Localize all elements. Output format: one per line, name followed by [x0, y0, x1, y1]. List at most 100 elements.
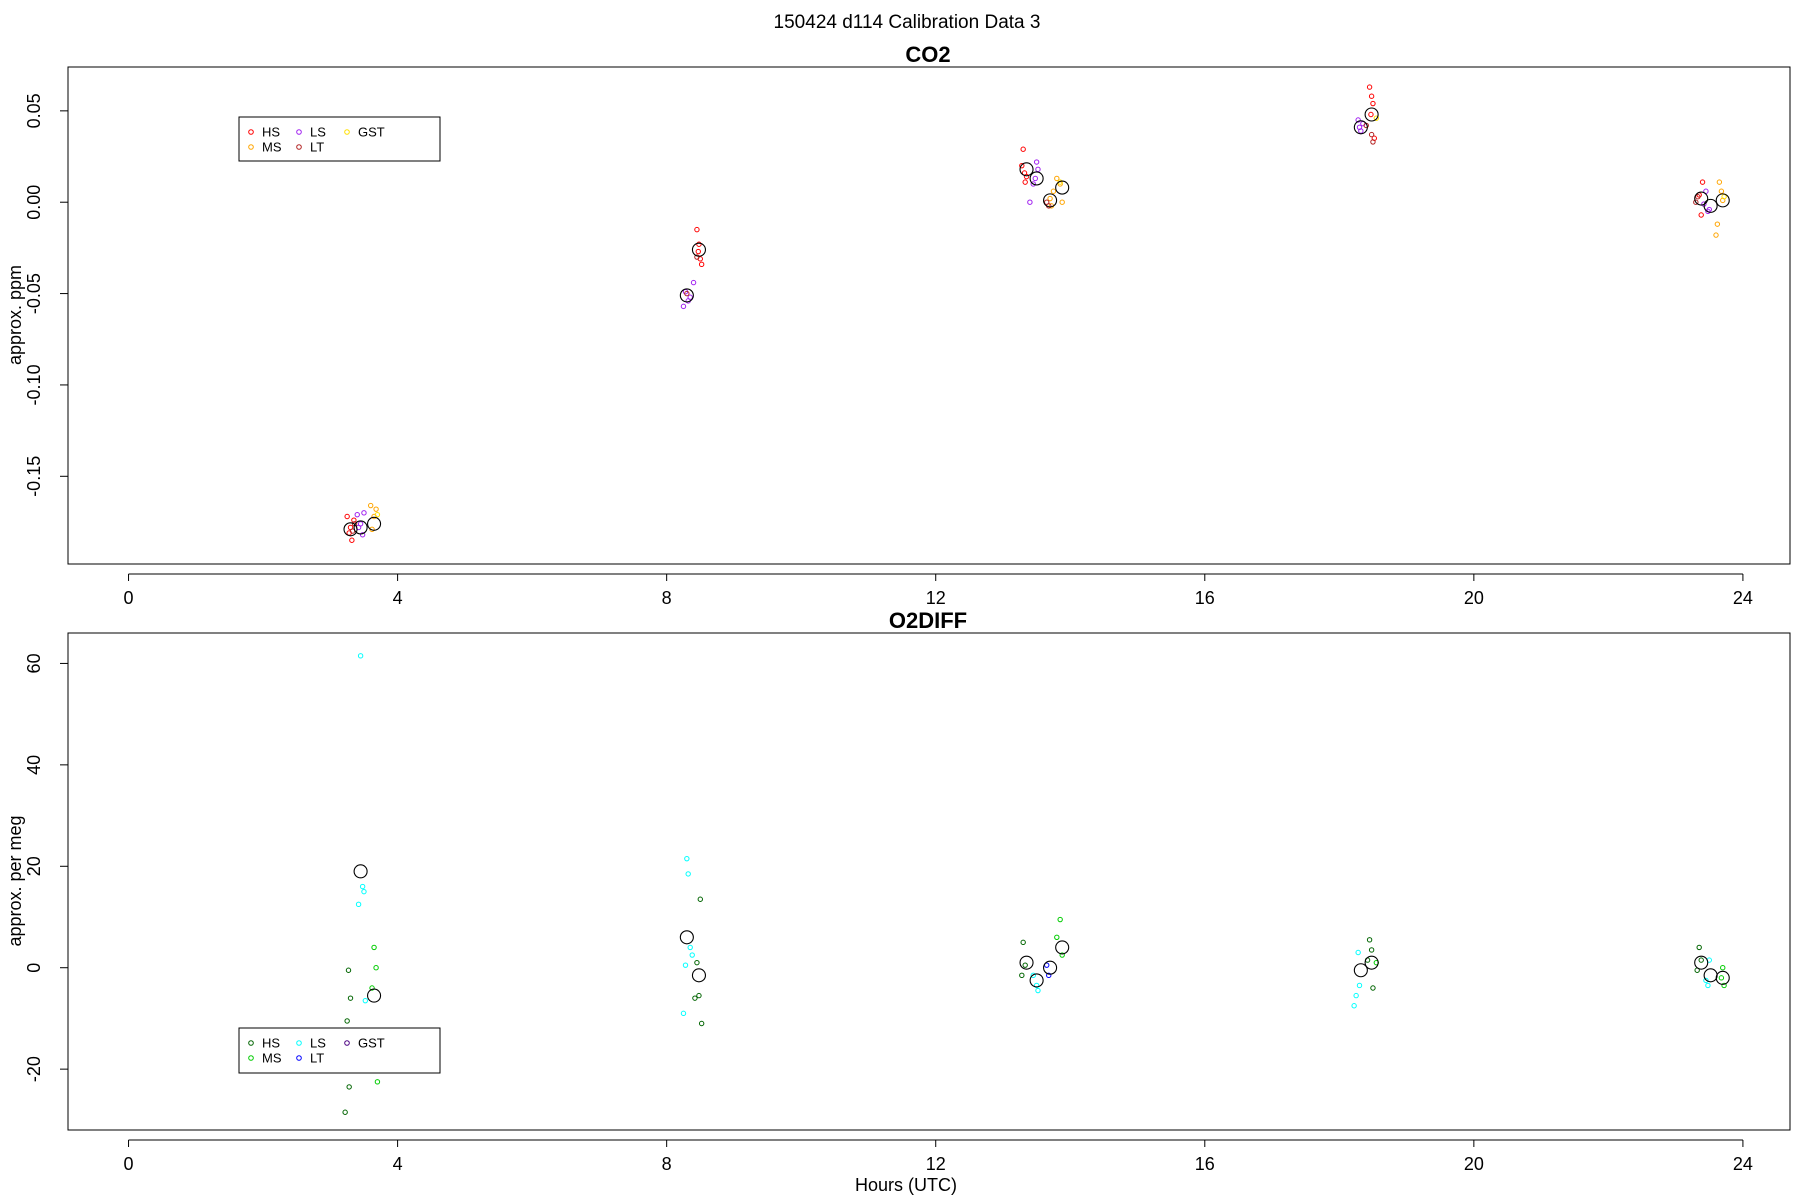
co2-legend-box [238, 116, 441, 162]
o2diff-mean-marker [679, 930, 694, 945]
o2diff-y-axis: -20 0 20 40 60 [24, 653, 69, 1082]
co2-point-hs [1020, 146, 1026, 152]
o2diff-point-hs [342, 1109, 348, 1115]
co2-point-ls [1030, 181, 1036, 187]
o2diff-legend-box [238, 1027, 441, 1074]
co2-y-axis: -0.15 -0.10 -0.05 0.00 0.05 [24, 93, 69, 497]
co2-point-hs [1370, 100, 1376, 107]
o2diff-legend-label-lt: LT [310, 1051, 324, 1066]
co2-point-hs [1366, 84, 1373, 90]
o2diff-point-ls [680, 1010, 687, 1017]
o2diff-point-ls [1703, 977, 1709, 984]
o2diff-mean-marker [1703, 968, 1718, 983]
co2-y-tick-label: -0.15 [24, 456, 44, 497]
co2-panel-title: CO2 [905, 42, 950, 67]
co2-mean-marker [353, 520, 368, 535]
co2-point-gst [374, 511, 381, 518]
o2diff-panel-title: O2DIFF [889, 608, 967, 633]
o2diff-point-hs [1698, 957, 1704, 963]
co2-point-ms [367, 502, 374, 509]
o2diff-point-hs [344, 1018, 350, 1024]
co2-y-tick-label: -0.05 [24, 273, 44, 314]
o2diff-mean-marker [1043, 960, 1058, 975]
o2diff-point-ms [1059, 952, 1065, 958]
o2diff-point-hs [1019, 972, 1025, 979]
co2-point-ms [1050, 188, 1057, 194]
o2diff-point-ls [1356, 982, 1363, 989]
co2-point-lt [1693, 199, 1699, 205]
co2-x-tick-label: 20 [1464, 588, 1484, 608]
o2diff-point-ms [1721, 982, 1727, 989]
o2diff-point-ls [359, 883, 366, 890]
o2diff-point-ls [687, 944, 693, 951]
o2diff-mean-marker [367, 988, 382, 1003]
o2diff-point-ms [374, 1079, 381, 1085]
o2diff-legend-label-ms: MS [262, 1051, 282, 1066]
o2diff-point-ms [371, 944, 377, 951]
o2diff-x-tick-label: 4 [393, 1154, 403, 1174]
o2diff-mean-marker [1364, 955, 1379, 970]
o2diff-point-ls [1035, 987, 1041, 994]
co2-point-ls [1027, 199, 1033, 205]
co2-legend-marker-ms [248, 144, 254, 150]
o2diff-point-ls [1033, 982, 1040, 989]
o2diff-y-tick-label: -20 [24, 1056, 44, 1082]
co2-point-ms [373, 506, 379, 512]
co2-point-lt [684, 290, 690, 297]
co2-mean-marker [343, 522, 358, 537]
o2diff-legend-marker-hs [248, 1040, 254, 1046]
o2diff-point-ms [369, 985, 375, 991]
co2-point-hs [1368, 111, 1374, 118]
o2diff-mean-marker [1055, 940, 1070, 955]
o2diff-point-hs [1366, 937, 1373, 943]
o2diff-point-hs [698, 1020, 705, 1027]
co2-point-ls [1358, 128, 1364, 134]
co2-point-hs [1019, 162, 1025, 169]
o2diff-point-hs [1370, 985, 1376, 991]
o2diff-legend-marker-ms [248, 1055, 254, 1061]
o2diff-point-hs [697, 896, 703, 902]
co2-point-ls [1032, 175, 1038, 182]
o2diff-point-ls [355, 901, 362, 908]
o2diff-x-tick-label: 0 [124, 1154, 134, 1174]
co2-point-hs [349, 537, 355, 543]
co2-point-hs [695, 248, 701, 255]
o2diff-point-ms [1054, 934, 1060, 940]
o2diff-point-hs [345, 967, 352, 973]
o2diff-point-ls [1705, 982, 1711, 989]
co2-point-ls [690, 279, 697, 286]
co2-legend-marker-lt [296, 144, 302, 150]
co2-legend-label-hs: HS [262, 125, 280, 140]
co2-point-gst [1373, 115, 1380, 121]
co2-mean-marker [691, 242, 707, 257]
co2-mean-marker [1029, 171, 1044, 186]
o2diff-point-ls [684, 855, 690, 862]
co2-mean-marker [1043, 193, 1058, 208]
co2-point-lt [1370, 139, 1376, 145]
o2diff-point-ms [1718, 975, 1725, 981]
co2-y-tick-label: 0.00 [24, 185, 44, 220]
co2-y-axis-label: approx. ppm [5, 265, 25, 365]
co2-legend-label-ms: MS [262, 140, 282, 155]
co2-panel: CO2 approx. ppm 0 4 8 12 16 20 24 -0.15-0.10-0… [5, 42, 1791, 608]
co2-point-ls [1355, 117, 1361, 123]
o2diff-mean-marker [353, 864, 368, 879]
co2-point-ms [1714, 221, 1721, 227]
o2diff-mean-marker [1019, 955, 1034, 970]
o2diff-point-hs [346, 1084, 352, 1090]
o2diff-y-tick-label: 40 [24, 755, 44, 775]
o2diff-point-ms [1720, 965, 1726, 971]
o2diff-point-ls [1351, 1003, 1357, 1009]
o2diff-data-points [342, 653, 1730, 1115]
co2-y-tick-label: 0.05 [24, 93, 44, 128]
co2-point-lt [1695, 194, 1701, 200]
co2-x-tick-label: 4 [393, 588, 403, 608]
co2-point-hs [694, 226, 700, 233]
o2diff-mean-marker [1353, 963, 1368, 978]
co2-point-ms [1047, 195, 1053, 202]
co2-mean-marker [1715, 193, 1730, 208]
co2-legend-label-ls: LS [310, 125, 326, 140]
co2-legend-marker-ls [296, 129, 302, 135]
o2diff-point-hs [692, 995, 698, 1001]
